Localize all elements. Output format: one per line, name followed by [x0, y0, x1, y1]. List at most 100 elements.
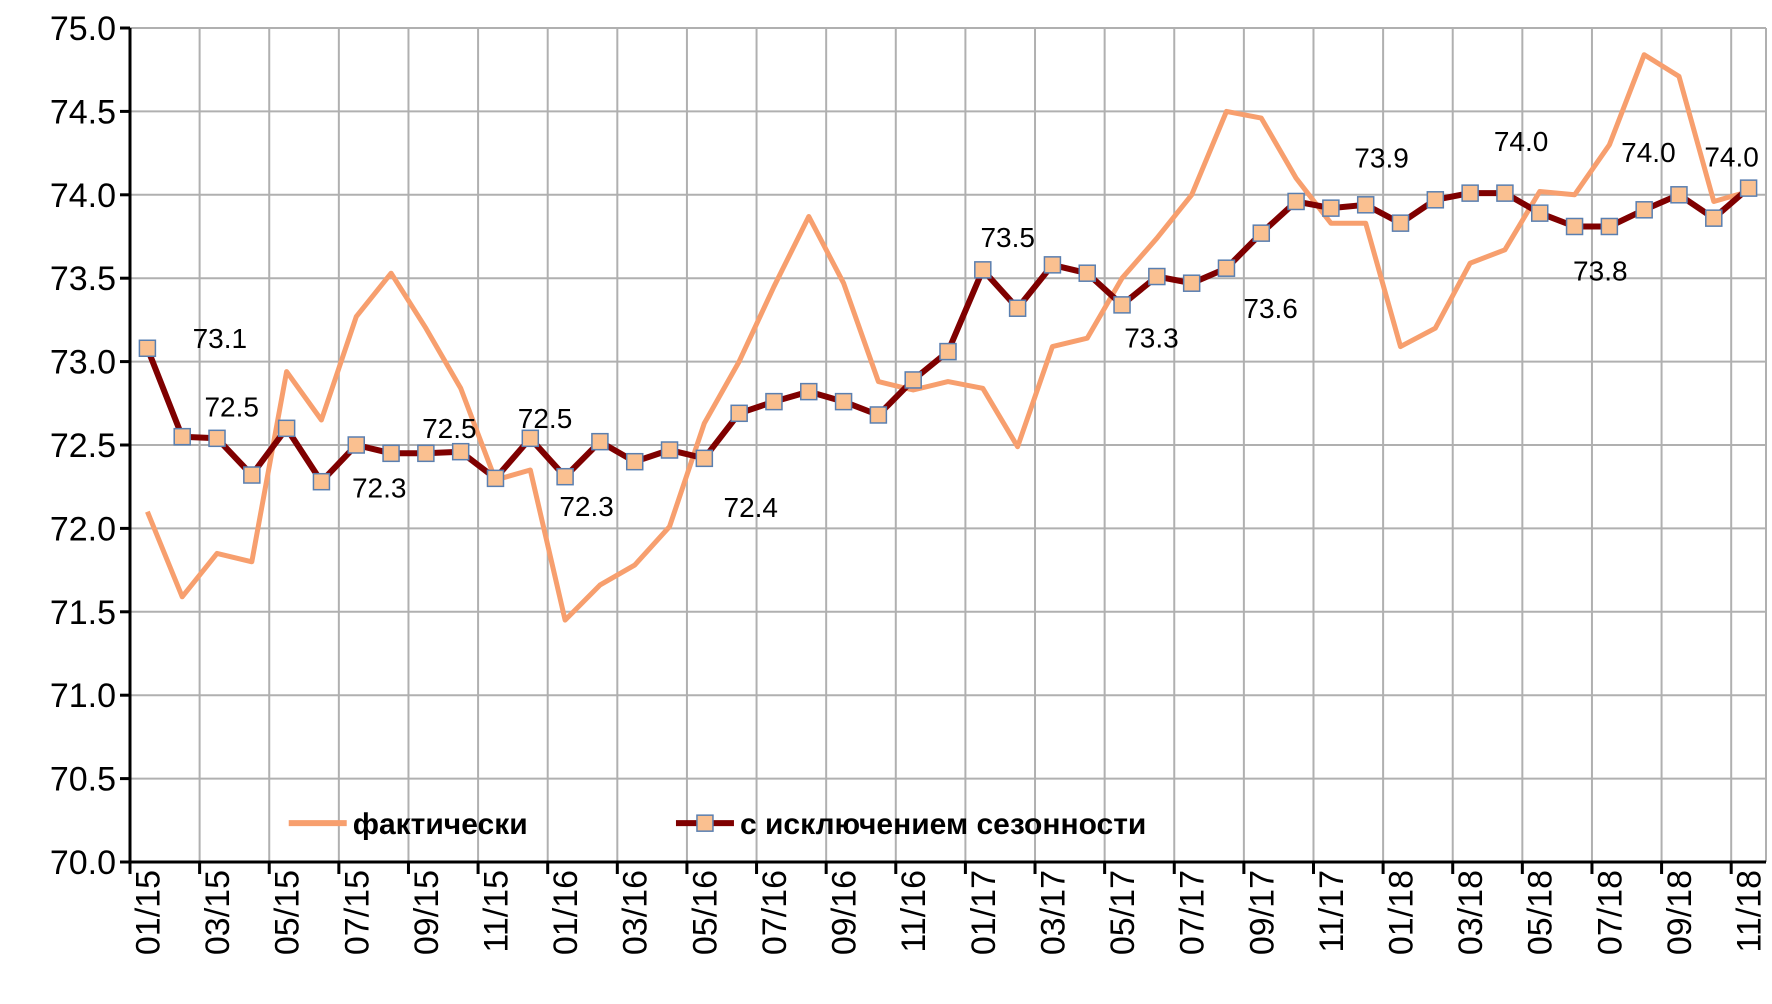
- marker: [1287, 192, 1305, 211]
- y-tick-label: 72.5: [50, 427, 116, 465]
- marker: [1426, 191, 1445, 209]
- marker: [974, 261, 992, 279]
- marker: [1739, 179, 1758, 197]
- y-tick-label: 70.0: [50, 844, 116, 882]
- marker: [1217, 259, 1236, 277]
- marker: [660, 441, 679, 459]
- marker: [625, 452, 644, 471]
- marker: [1496, 184, 1514, 202]
- x-tick-label: 11/15: [477, 870, 515, 953]
- legend-label: с исключением сезонности: [740, 808, 1146, 841]
- x-tick-label: 09/18: [1661, 870, 1699, 955]
- marker: [869, 406, 888, 424]
- y-tick-label: 75.0: [50, 10, 116, 48]
- x-tick-label: 01/15: [129, 870, 167, 955]
- data-label: 73.9: [1354, 142, 1409, 173]
- marker: [904, 371, 922, 389]
- x-tick-label: 03/15: [199, 870, 237, 955]
- x-tick-label: 01/18: [1383, 870, 1421, 955]
- marker: [173, 427, 191, 446]
- data-label: 73.8: [1573, 256, 1628, 287]
- x-tick-label: 03/18: [1452, 870, 1490, 955]
- x-tick-label: 05/18: [1522, 870, 1560, 955]
- y-tick-label: 72.0: [50, 510, 116, 548]
- marker: [1043, 256, 1062, 274]
- marker: [486, 469, 505, 488]
- marker: [556, 467, 574, 486]
- data-label: 74.0: [1621, 137, 1676, 168]
- data-label: 72.5: [518, 403, 573, 434]
- marker: [1008, 299, 1027, 317]
- marker: [138, 339, 157, 358]
- x-tick-label: 03/16: [617, 870, 655, 955]
- y-tick-label: 71.5: [50, 594, 116, 632]
- x-tick-label: 07/15: [338, 870, 376, 955]
- data-label: 72.5: [204, 392, 259, 423]
- data-label: 74.0: [1704, 141, 1759, 172]
- marker: [1391, 214, 1410, 232]
- data-label: 73.1: [193, 323, 248, 354]
- x-tick-label: 05/16: [686, 870, 724, 955]
- marker: [1530, 204, 1549, 222]
- marker: [312, 472, 331, 491]
- marker: [1635, 201, 1653, 219]
- data-label: 72.4: [724, 492, 779, 523]
- marker: [1078, 264, 1096, 282]
- x-tick-label: 05/15: [269, 870, 307, 955]
- x-tick-label: 07/17: [1174, 870, 1212, 955]
- x-tick-label: 11/18: [1731, 870, 1769, 953]
- marker: [1113, 296, 1131, 314]
- y-tick-label: 71.0: [50, 677, 116, 715]
- data-label: 72.5: [422, 413, 477, 444]
- marker: [451, 442, 470, 461]
- x-tick-label: 09/16: [826, 870, 864, 955]
- marker: [1565, 217, 1584, 236]
- data-label: 73.3: [1124, 323, 1179, 354]
- legend-label: фактически: [353, 808, 528, 841]
- marker: [834, 392, 853, 411]
- marker: [1705, 209, 1723, 227]
- marker: [695, 449, 714, 468]
- x-tick-label: 01/17: [965, 870, 1003, 955]
- marker: [277, 419, 296, 438]
- data-label: 73.6: [1243, 293, 1298, 324]
- marker: [347, 436, 366, 454]
- y-tick-label: 73.5: [50, 260, 116, 298]
- x-tick-label: 07/18: [1591, 870, 1629, 955]
- marker: [800, 382, 818, 401]
- marker: [243, 466, 261, 484]
- marker: [417, 444, 435, 463]
- marker: [939, 342, 957, 361]
- series-line: [145, 52, 1750, 623]
- marker: [382, 444, 400, 463]
- data-label: 73.5: [980, 222, 1035, 253]
- legend-marker: [696, 814, 714, 832]
- marker: [1670, 186, 1688, 204]
- y-tick-label: 74.5: [50, 93, 116, 131]
- x-tick-label: 05/17: [1104, 870, 1142, 955]
- marker: [208, 429, 226, 448]
- x-tick-label: 11/17: [1313, 870, 1351, 953]
- data-label: 72.3: [352, 472, 407, 503]
- y-tick-label: 74.0: [50, 177, 116, 215]
- marker: [1252, 224, 1271, 242]
- marker: [1600, 217, 1619, 236]
- marker: [1461, 184, 1479, 202]
- marker: [765, 392, 783, 411]
- x-tick-label: 01/16: [547, 870, 585, 955]
- marker: [1322, 199, 1340, 217]
- marker: [521, 429, 540, 448]
- x-tick-label: 03/17: [1034, 870, 1072, 955]
- data-label: 72.3: [559, 491, 614, 522]
- marker: [730, 404, 748, 423]
- series-line: [144, 185, 1751, 485]
- marker: [591, 432, 609, 451]
- y-tick-label: 70.5: [50, 761, 116, 799]
- data-label: 74.0: [1494, 126, 1549, 157]
- x-tick-label: 07/16: [756, 870, 794, 955]
- marker: [1182, 274, 1201, 292]
- x-tick-label: 11/16: [895, 870, 933, 953]
- x-tick-label: 09/15: [408, 870, 446, 955]
- y-tick-label: 73.0: [50, 344, 116, 382]
